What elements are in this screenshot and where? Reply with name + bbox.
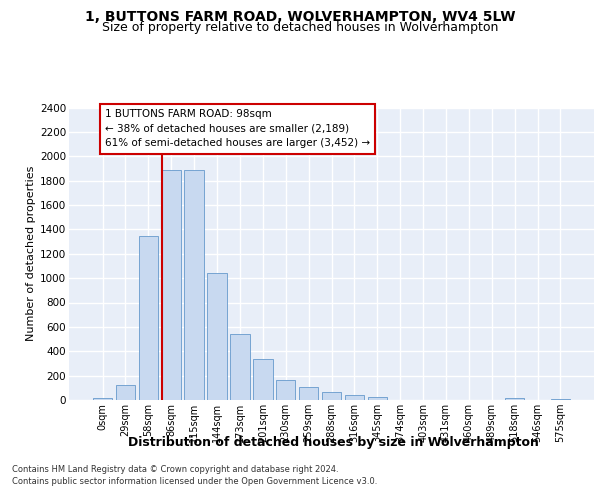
Text: Contains public sector information licensed under the Open Government Licence v3: Contains public sector information licen… [12, 477, 377, 486]
Bar [368, 397, 387, 400]
Bar [184, 170, 204, 400]
Text: Contains HM Land Registry data © Crown copyright and database right 2024.: Contains HM Land Registry data © Crown c… [12, 465, 338, 474]
Text: Distribution of detached houses by size in Wolverhampton: Distribution of detached houses by size … [128, 436, 538, 449]
Y-axis label: Number of detached properties: Number of detached properties [26, 166, 36, 342]
Bar [230, 334, 250, 400]
Bar [93, 398, 112, 400]
Bar [208, 272, 227, 400]
Bar [161, 170, 181, 400]
Bar [276, 380, 295, 400]
Bar [253, 359, 272, 400]
Bar [299, 386, 319, 400]
Bar [344, 396, 364, 400]
Bar [551, 398, 570, 400]
Bar [116, 385, 135, 400]
Bar [139, 236, 158, 400]
Text: Size of property relative to detached houses in Wolverhampton: Size of property relative to detached ho… [102, 21, 498, 34]
Bar [505, 398, 524, 400]
Text: 1 BUTTONS FARM ROAD: 98sqm
← 38% of detached houses are smaller (2,189)
61% of s: 1 BUTTONS FARM ROAD: 98sqm ← 38% of deta… [105, 108, 370, 148]
Text: 1, BUTTONS FARM ROAD, WOLVERHAMPTON, WV4 5LW: 1, BUTTONS FARM ROAD, WOLVERHAMPTON, WV4… [85, 10, 515, 24]
Bar [322, 392, 341, 400]
